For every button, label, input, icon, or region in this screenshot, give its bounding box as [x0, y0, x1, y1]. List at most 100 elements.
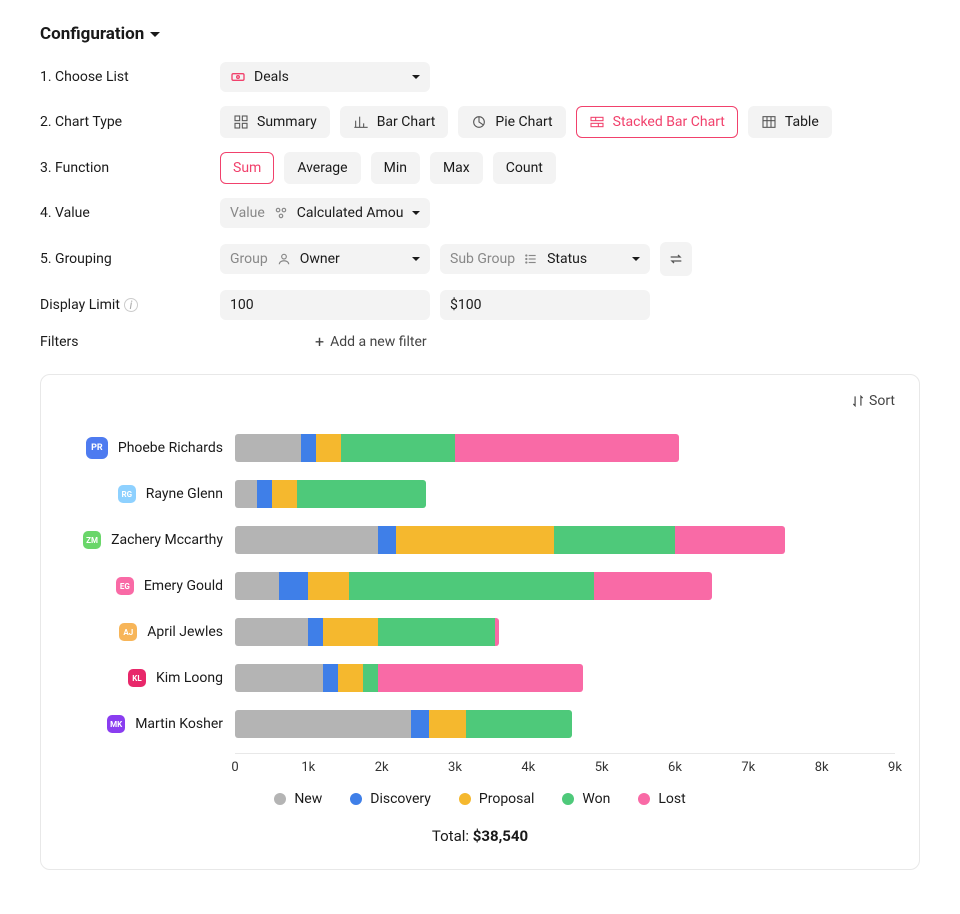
- add-filter-button[interactable]: + Add a new filter: [315, 334, 427, 350]
- bar-segment-new[interactable]: [235, 710, 411, 738]
- bar-segment-proposal[interactable]: [396, 526, 554, 554]
- bar-segment-discovery[interactable]: [301, 434, 316, 462]
- chart-row: MK Martin Kosher: [65, 701, 895, 747]
- legend-label: Discovery: [370, 791, 431, 807]
- sort-button[interactable]: Sort: [851, 393, 895, 409]
- bar-segment-won[interactable]: [341, 434, 455, 462]
- chart-type-label: Summary: [257, 114, 317, 130]
- bar-segment-won[interactable]: [378, 618, 495, 646]
- bar-segment-proposal[interactable]: [316, 434, 342, 462]
- bar-segment-lost[interactable]: [455, 434, 679, 462]
- function-option[interactable]: Max: [430, 152, 483, 184]
- bar-track[interactable]: [235, 710, 895, 738]
- bar-segment-new[interactable]: [235, 664, 323, 692]
- chevron-down-icon: [412, 211, 420, 215]
- legend: New Discovery Proposal Won Lost: [65, 791, 895, 807]
- bar-segment-won[interactable]: [363, 664, 378, 692]
- bar-segment-discovery[interactable]: [257, 480, 272, 508]
- legend-item[interactable]: New: [274, 791, 322, 807]
- legend-label: Proposal: [479, 791, 535, 807]
- bar-segment-won[interactable]: [554, 526, 675, 554]
- chart-type-option[interactable]: Bar Chart: [340, 106, 449, 138]
- total-value: $38,540: [473, 827, 528, 845]
- avatar: MK: [107, 715, 125, 733]
- bar-segment-lost[interactable]: [378, 664, 583, 692]
- display-limit-input-b[interactable]: [440, 290, 650, 320]
- bar-track[interactable]: [235, 572, 895, 600]
- axis-tick: 4k: [521, 760, 535, 775]
- bar-segment-proposal[interactable]: [338, 664, 364, 692]
- bar-segment-discovery[interactable]: [279, 572, 308, 600]
- bar-track[interactable]: [235, 618, 895, 646]
- bar-track[interactable]: [235, 664, 895, 692]
- bar-segment-new[interactable]: [235, 480, 257, 508]
- info-icon[interactable]: i: [124, 298, 138, 312]
- bar-segment-discovery[interactable]: [378, 526, 396, 554]
- group-dropdown[interactable]: Group Owner: [220, 244, 430, 274]
- axis-tick: 1k: [301, 760, 315, 775]
- sort-icon: [851, 394, 865, 408]
- row-filters: Filters + Add a new filter: [40, 334, 920, 350]
- total-row: Total: $38,540: [65, 827, 895, 845]
- legend-swatch: [350, 793, 362, 805]
- legend-item[interactable]: Discovery: [350, 791, 431, 807]
- row-value: 4. Value Value Calculated Amou: [40, 198, 920, 228]
- bar-segment-discovery[interactable]: [308, 618, 323, 646]
- bar-segment-proposal[interactable]: [272, 480, 298, 508]
- row-grouping: 5. Grouping Group Owner Sub Group: [40, 242, 920, 276]
- chart-type-option[interactable]: Stacked Bar Chart: [576, 106, 738, 138]
- axis-tick: 6k: [668, 760, 682, 775]
- bar-segment-proposal[interactable]: [323, 618, 378, 646]
- legend-item[interactable]: Won: [562, 791, 610, 807]
- bar-segment-new[interactable]: [235, 618, 308, 646]
- owner-name: Phoebe Richards: [118, 440, 223, 456]
- bar-segment-new[interactable]: [235, 526, 378, 554]
- chart-type-option[interactable]: Pie Chart: [458, 106, 565, 138]
- legend-item[interactable]: Proposal: [459, 791, 535, 807]
- bar-segment-proposal[interactable]: [429, 710, 466, 738]
- owner-name: Martin Kosher: [135, 716, 223, 732]
- bar-segment-discovery[interactable]: [323, 664, 338, 692]
- label-value: 4. Value: [40, 205, 220, 221]
- bar-track[interactable]: [235, 480, 895, 508]
- row-display-limit: Display Limit i: [40, 290, 920, 320]
- value-dropdown[interactable]: Value Calculated Amou: [220, 198, 430, 228]
- axis-tick: 7k: [741, 760, 755, 775]
- configuration-header[interactable]: Configuration: [40, 24, 920, 44]
- chart-type-option[interactable]: Summary: [220, 106, 330, 138]
- bar-segment-won[interactable]: [349, 572, 595, 600]
- chart-type-label: Bar Chart: [377, 114, 436, 130]
- function-option[interactable]: Min: [371, 152, 420, 184]
- plus-icon: +: [315, 334, 324, 350]
- choose-list-dropdown[interactable]: Deals: [220, 62, 430, 92]
- bar-icon: [353, 114, 369, 130]
- function-option[interactable]: Count: [493, 152, 556, 184]
- chart-row: KLKim Loong: [65, 655, 895, 701]
- bar-segment-lost[interactable]: [495, 618, 499, 646]
- bar-segment-discovery[interactable]: [411, 710, 429, 738]
- bar-segment-new[interactable]: [235, 572, 279, 600]
- bar-segment-proposal[interactable]: [308, 572, 348, 600]
- bar-track[interactable]: [235, 526, 895, 554]
- group-pre-label: Group: [230, 251, 268, 267]
- bar-track[interactable]: [235, 434, 895, 462]
- chart-type-option[interactable]: Table: [748, 106, 832, 138]
- axis-tick: 0: [231, 760, 238, 775]
- chart-row: PRPhoebe Richards: [65, 425, 895, 471]
- legend-item[interactable]: Lost: [638, 791, 685, 807]
- bar-segment-won[interactable]: [297, 480, 425, 508]
- bar-segment-won[interactable]: [466, 710, 572, 738]
- chart-row: AJApril Jewles: [65, 609, 895, 655]
- function-option[interactable]: Sum: [220, 152, 274, 184]
- function-option[interactable]: Average: [284, 152, 360, 184]
- configuration-title: Configuration: [40, 24, 144, 44]
- swap-button[interactable]: [660, 242, 692, 276]
- bar-segment-lost[interactable]: [594, 572, 711, 600]
- function-label: Max: [443, 160, 470, 176]
- chart-row: EGEmery Gould: [65, 563, 895, 609]
- bar-segment-lost[interactable]: [675, 526, 785, 554]
- display-limit-input-a[interactable]: [220, 290, 430, 320]
- bar-segment-new[interactable]: [235, 434, 301, 462]
- subgroup-dropdown[interactable]: Sub Group Status: [440, 244, 650, 274]
- function-label: Average: [297, 160, 347, 176]
